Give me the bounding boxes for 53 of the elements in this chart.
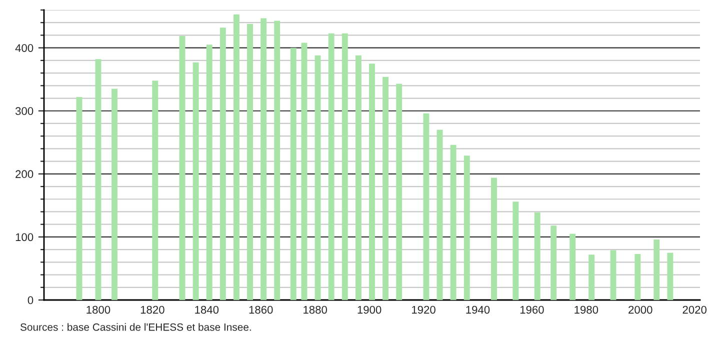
bar xyxy=(76,97,82,300)
y-tick-label: 200 xyxy=(16,170,34,178)
x-tick-label: 1960 xyxy=(520,306,544,314)
y-tick-label: 100 xyxy=(16,233,34,242)
bar xyxy=(247,24,253,300)
bar xyxy=(570,234,576,300)
source-note: Sources : base Cassini de l'EHESS et base Insee. xyxy=(20,323,251,331)
bar xyxy=(610,250,616,300)
x-tick-label: 1980 xyxy=(574,306,598,314)
bar xyxy=(314,55,321,300)
bar xyxy=(95,59,102,300)
bar xyxy=(436,130,443,300)
x-tick-label: 1860 xyxy=(249,306,273,314)
y-tick-label: 0 xyxy=(28,296,34,304)
bar xyxy=(112,88,118,300)
x-tick-label: 1820 xyxy=(140,306,164,314)
bar xyxy=(369,64,375,300)
bar xyxy=(667,252,674,300)
bar xyxy=(512,202,519,300)
bar xyxy=(274,20,280,300)
x-tick-label: 1840 xyxy=(195,306,219,314)
bar xyxy=(179,36,186,300)
bar xyxy=(550,226,557,300)
y-tick-label: 300 xyxy=(15,107,34,116)
bar xyxy=(152,80,158,300)
bar xyxy=(534,212,540,300)
x-tick-label: 2020 xyxy=(682,306,707,314)
bar xyxy=(290,48,296,300)
x-tick-label: 1880 xyxy=(304,306,327,314)
bar xyxy=(382,76,389,300)
x-tick-label: 1800 xyxy=(86,306,110,314)
bar xyxy=(396,84,402,300)
bar xyxy=(206,44,212,300)
bar xyxy=(423,113,430,300)
bar xyxy=(260,18,267,300)
bar xyxy=(634,254,641,300)
bar xyxy=(588,254,595,300)
bar xyxy=(342,33,348,300)
bar xyxy=(355,55,362,300)
bar xyxy=(464,156,470,300)
bar xyxy=(328,33,334,300)
bar xyxy=(233,14,240,300)
x-tick-label: 2000 xyxy=(628,306,652,314)
x-tick-label: 1920 xyxy=(412,306,436,314)
bar xyxy=(654,239,660,300)
bar xyxy=(192,62,199,300)
bar xyxy=(491,178,497,300)
x-tick-label: 1900 xyxy=(358,306,382,314)
y-tick-label: 400 xyxy=(15,44,34,52)
x-tick-label: 1940 xyxy=(466,306,490,314)
bar xyxy=(450,144,456,300)
bar xyxy=(301,42,308,300)
bar xyxy=(220,28,226,300)
